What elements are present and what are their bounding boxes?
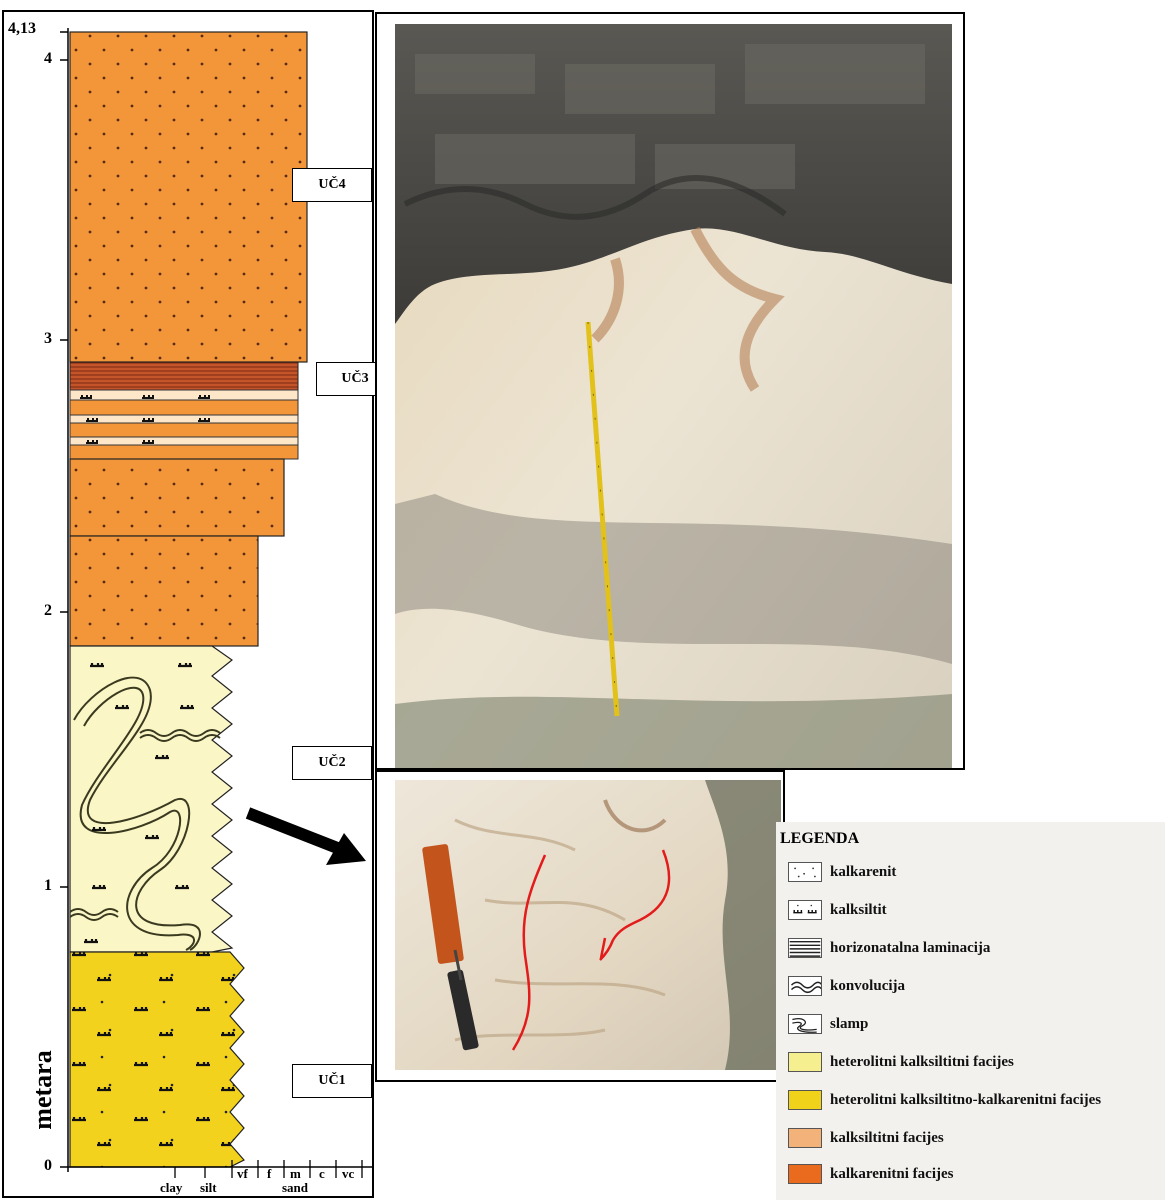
color-swatch	[788, 1128, 822, 1148]
group-label-sand: sand	[282, 1180, 309, 1195]
log-panel	[2, 10, 374, 1198]
y-tick-4: 4	[44, 50, 52, 67]
legend-item-konvolucija: konvolucija	[788, 974, 905, 998]
uc2-silt-marks	[84, 663, 194, 944]
grain-label-c: c	[319, 1166, 325, 1181]
legend-label: kalkarenit	[830, 863, 897, 880]
unit-label-uc1: UČ1	[292, 1064, 372, 1098]
slump-pattern-icon	[788, 1014, 822, 1034]
unit-label-uc4: UČ4	[292, 168, 372, 202]
unit-label-uc2: UČ2	[292, 746, 372, 780]
y-tick-0: 0	[44, 1157, 52, 1174]
y-tick-2: 2	[44, 602, 52, 619]
grain-label-vc: vc	[342, 1166, 355, 1181]
slump-photo	[395, 780, 781, 1070]
legend-item-slamp: slamp	[788, 1012, 868, 1036]
lamination-pattern-icon	[788, 938, 822, 958]
legend-title: LEGENDA	[780, 830, 860, 847]
slump-fold	[69, 676, 221, 951]
legend-label: horizonatalna laminacija	[830, 939, 991, 956]
group-label-silt: silt	[200, 1180, 217, 1195]
legend-label: slamp	[830, 1015, 869, 1032]
group-label-clay: clay	[160, 1180, 183, 1195]
color-swatch	[788, 1052, 822, 1072]
sedimentary-log	[60, 28, 372, 1178]
legend-item-kalksiltit: kalksiltit	[788, 898, 887, 922]
pointer-arrow	[245, 807, 366, 865]
legend-label: kalkarenitni facijes	[830, 1165, 954, 1182]
legend-item-het-kalksiltitni: heterolitni kalksiltitni facijes	[788, 1050, 1014, 1074]
legend-item-laminacija: horizonatalna laminacija	[788, 936, 990, 960]
legend-label: heterolitni kalksiltitno-kalkarenitni fa…	[830, 1091, 1102, 1108]
legend-label: heterolitni kalksiltitni facijes	[830, 1053, 1014, 1070]
legend-item-kalksiltitni: kalksiltitni facijes	[788, 1126, 944, 1150]
unit-label: metara	[28, 1050, 57, 1130]
y-tick-1: 1	[44, 877, 52, 894]
color-swatch	[788, 1164, 822, 1184]
legend-item-het-mixed: heterolitni kalksiltitno-kalkarenitni fa…	[788, 1088, 1101, 1112]
y-axis-ticks	[60, 31, 68, 1168]
legend-label: konvolucija	[830, 977, 906, 994]
legend-item-kalkarenit: kalkarenit	[788, 860, 896, 884]
bed-uc2	[69, 645, 234, 953]
hammer-icon	[422, 844, 479, 1051]
kalkarenit-pattern-icon	[788, 862, 822, 882]
y-tick-3: 3	[44, 330, 52, 347]
outcrop-photo	[395, 24, 952, 768]
grain-label-f: f	[267, 1166, 272, 1181]
kalksiltit-pattern-icon	[788, 900, 822, 920]
legend: LEGENDA kalkarenit kalksiltit horizonata…	[776, 822, 1165, 1200]
legend-label: kalksiltit	[830, 901, 887, 918]
grain-label-vf: vf	[237, 1166, 248, 1181]
color-swatch	[788, 1090, 822, 1110]
y-top-label: 4,13	[8, 20, 36, 37]
convolution-pattern-icon	[788, 976, 822, 996]
bed-lamination	[69, 361, 299, 391]
legend-item-kalkarenitni: kalkarenitni facijes	[788, 1162, 953, 1186]
grain-size-ticks	[174, 1160, 363, 1178]
uc3-interbeds	[69, 389, 299, 460]
grain-label-m: m	[290, 1166, 301, 1181]
legend-label: kalksiltitni facijes	[830, 1129, 944, 1146]
